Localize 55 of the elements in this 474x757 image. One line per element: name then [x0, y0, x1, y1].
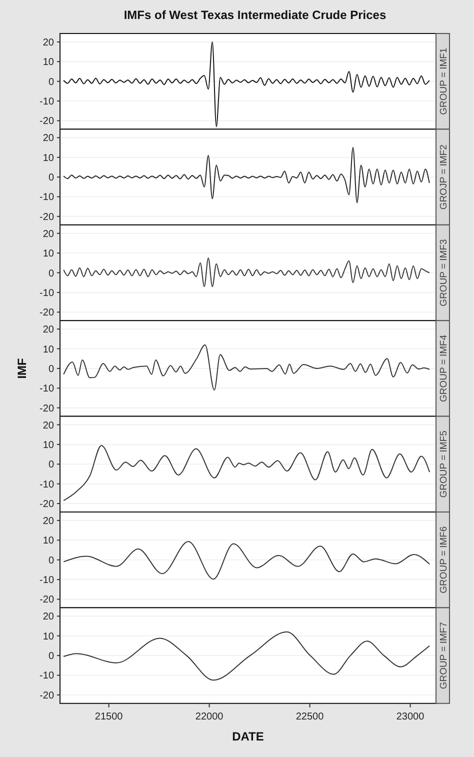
text: GROUP = IMF3	[438, 239, 450, 306]
y-tick-label: -20	[40, 594, 54, 606]
y-tick-label: -10	[40, 479, 54, 490]
y-tick-label: 10	[42, 440, 54, 451]
x-tick-label: 22000	[195, 711, 224, 722]
y-tick-label: 20	[42, 420, 54, 432]
line-series	[63, 147, 430, 204]
y-tick-label: -10	[40, 384, 54, 395]
y-tick-label: 0	[48, 651, 54, 662]
y-tick-label: 20	[42, 324, 54, 336]
y-tick-label: 10	[42, 248, 54, 260]
y-tick-label: 0	[48, 76, 54, 88]
y-tick-label: -10	[40, 288, 54, 299]
y-tick-label: -10	[40, 575, 54, 586]
line-series	[63, 631, 430, 681]
text: GROUP = IMF7	[438, 622, 450, 690]
y-tick-label: -20	[40, 403, 54, 414]
x-tick-label: 22500	[296, 711, 324, 722]
y-tick-label: 10	[42, 57, 54, 68]
text: GROUP = IMF6	[438, 526, 450, 594]
text: GROUP = IMF4	[438, 334, 450, 402]
text: GROUP = IMF1	[438, 48, 450, 115]
y-tick-label: -20	[40, 116, 54, 128]
y-tick-label: 10	[42, 631, 54, 642]
y-tick-label: 20	[42, 228, 54, 240]
x-tick-label: 23000	[396, 711, 425, 722]
text: GROJP = IMF2	[438, 144, 450, 210]
y-tick-label: 0	[48, 364, 54, 375]
x-tick-label: 21500	[94, 711, 124, 722]
line-series	[63, 344, 430, 391]
y-tick-label: -20	[40, 308, 54, 319]
y-tick-label: 20	[42, 612, 54, 623]
line-series	[63, 257, 430, 288]
text: GROUP = IMF5	[438, 430, 450, 498]
y-tick-label: -10	[40, 96, 54, 108]
y-tick-label: 0	[48, 555, 54, 566]
chart-title: IMFs of West Texas Intermediate Crude Prices	[124, 8, 386, 22]
y-tick-label: 10	[42, 152, 54, 164]
x-axis-title: DATE	[232, 729, 264, 744]
y-tick-label: -20	[40, 690, 54, 702]
line-series	[63, 444, 430, 502]
y-tick-label: 0	[48, 268, 54, 280]
y-tick-label: 20	[42, 133, 54, 144]
y-tick-label: -20	[40, 212, 54, 223]
y-tick-label: 20	[42, 37, 54, 48]
y-tick-label: -10	[40, 670, 54, 682]
y-tick-label: -20	[40, 499, 54, 510]
y-tick-label: 0	[48, 460, 54, 471]
y-tick-label: 10	[42, 536, 54, 547]
y-axis-title: IMF	[15, 358, 29, 379]
y-tick-label: 20	[42, 516, 54, 527]
y-tick-label: 0	[48, 172, 54, 184]
line-series	[63, 541, 430, 580]
y-tick-label: -10	[40, 192, 54, 204]
y-tick-label: 10	[42, 344, 54, 356]
